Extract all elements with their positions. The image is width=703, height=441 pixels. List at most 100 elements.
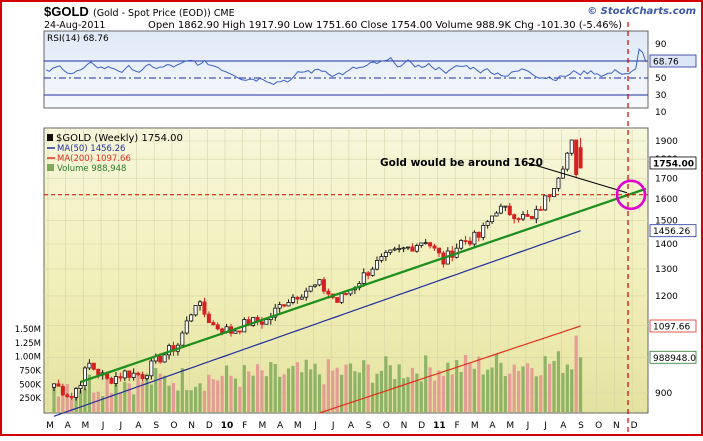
rsi-panel-background <box>43 30 649 109</box>
volume-bar <box>379 370 384 412</box>
price-tick-label: 1700 <box>655 175 678 185</box>
volume-bar <box>371 382 375 412</box>
volume-bar <box>565 364 569 412</box>
volume-bar <box>357 372 361 412</box>
volume-bar <box>556 351 561 412</box>
volume-legend-icon <box>47 164 54 171</box>
candle-body <box>326 290 331 295</box>
candle-body <box>538 208 543 211</box>
x-tick-label: O <box>170 421 177 431</box>
candle-body <box>313 284 318 287</box>
candle-body <box>423 242 428 244</box>
volume-tick-label: 500K <box>19 380 41 390</box>
x-tick-label: 10 <box>221 421 234 431</box>
candle-body <box>198 301 203 306</box>
price-tick-label: 1500 <box>655 217 678 227</box>
trendline <box>80 187 647 384</box>
candle-body <box>282 304 287 307</box>
stockcharts-logo: © StockCharts.com <box>587 6 696 17</box>
volume-bar <box>570 369 574 412</box>
candle-body <box>136 372 141 375</box>
candle-body <box>206 313 211 323</box>
candle-body <box>109 377 114 384</box>
volume-bar <box>242 364 246 412</box>
candle-body <box>534 208 539 220</box>
volume-bar <box>127 383 131 412</box>
candle-body <box>414 245 419 252</box>
candle-body <box>366 272 371 276</box>
candle-body <box>215 324 220 330</box>
volume-bar <box>101 396 105 412</box>
x-tick-label: J <box>543 421 547 431</box>
candle-body <box>60 385 65 396</box>
x-tick-label: D <box>631 421 638 431</box>
rsi-tick-label: 50 <box>655 74 667 84</box>
candle-body <box>87 362 92 369</box>
candle-legend-icon <box>47 134 53 141</box>
ma50-value-badge-box <box>649 224 697 238</box>
volume-bar <box>521 366 525 412</box>
x-tick-label: M <box>259 421 267 431</box>
x-tick-label: A <box>277 421 284 431</box>
candle-body <box>335 297 340 303</box>
candle-body <box>144 375 149 380</box>
candle-body <box>321 279 326 292</box>
volume-bar <box>286 368 291 412</box>
volume-bar <box>455 360 459 412</box>
volume-bar <box>304 359 308 412</box>
volume-bar <box>251 375 255 412</box>
candle-body <box>304 290 309 298</box>
volume-bar <box>401 378 406 412</box>
candle-body <box>180 332 185 346</box>
volume-bar <box>490 367 494 412</box>
legend-ma200: MA(200) 1097.66 <box>57 154 131 164</box>
x-tick-label: M <box>506 421 514 431</box>
candle-body <box>65 394 70 397</box>
volume-bar <box>437 370 441 412</box>
volume-bar <box>269 361 273 412</box>
volume-bar <box>224 365 229 412</box>
volume-bar <box>463 355 468 412</box>
volume-bar <box>154 367 158 412</box>
candle-body <box>578 147 583 169</box>
candle-body <box>419 242 424 246</box>
candle-body <box>503 205 508 208</box>
volume-bar <box>194 386 198 412</box>
ohlc-readout: Open 1862.90 High 1917.90 Low 1751.60 Cl… <box>148 20 622 31</box>
rsi-tick-label: 90 <box>655 40 667 50</box>
volume-bar <box>207 374 211 412</box>
target-circle <box>615 179 647 211</box>
candle-body <box>158 355 163 363</box>
x-tick-label: A <box>560 421 567 431</box>
symbol-title: $GOLD <box>44 4 89 19</box>
x-tick-label: A <box>489 421 496 431</box>
volume-bar <box>176 390 180 412</box>
volume-bar <box>543 356 547 412</box>
annotation-text: Gold would be around 1620 <box>380 157 543 169</box>
candle-body <box>74 388 79 398</box>
volume-bar <box>105 378 109 412</box>
candle-body <box>286 302 291 307</box>
volume-bar <box>145 373 149 412</box>
x-tick-label: M <box>82 421 90 431</box>
candle-body <box>339 293 344 303</box>
candle-body <box>379 256 384 261</box>
volume-bar <box>397 364 401 412</box>
legend-volume: Volume 988,948 <box>57 164 126 174</box>
volume-value-badge-box <box>649 350 697 364</box>
ma200-value-badge-box <box>649 319 697 333</box>
candle-body <box>122 370 127 379</box>
candle-body <box>472 231 477 245</box>
volume-bar <box>211 379 215 412</box>
candle-body <box>82 367 87 386</box>
candle-body <box>96 368 101 376</box>
volume-bar <box>472 368 476 412</box>
volume-bar <box>158 373 162 412</box>
volume-bar <box>530 368 534 412</box>
x-tick-label: A <box>65 421 72 431</box>
volume-bar <box>419 381 423 412</box>
x-tick-label: J <box>118 421 122 431</box>
volume-bar <box>366 364 370 412</box>
candle-body <box>193 305 198 316</box>
